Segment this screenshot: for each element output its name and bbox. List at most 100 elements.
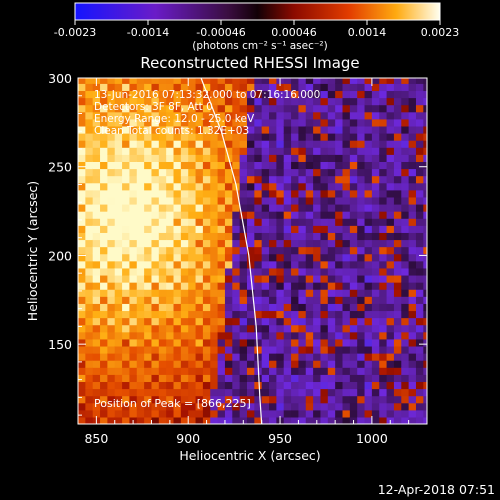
heatmap-cell xyxy=(364,402,373,411)
heatmap-cell xyxy=(195,296,204,304)
heatmap-cell xyxy=(92,147,101,155)
heatmap-cell xyxy=(136,78,145,84)
heatmap-cell xyxy=(136,147,145,155)
heatmap-cell xyxy=(379,416,388,424)
heatmap-cell xyxy=(291,395,300,404)
heatmap-cell xyxy=(349,395,358,404)
heatmap-cell xyxy=(320,367,329,375)
heatmap-cell xyxy=(122,225,131,233)
heatmap-cell xyxy=(173,402,182,411)
heatmap-cell xyxy=(100,140,108,148)
heatmap-cell xyxy=(254,303,263,312)
heatmap-cell xyxy=(92,395,101,404)
heatmap-cell xyxy=(107,189,116,198)
heatmap-cell xyxy=(349,246,358,255)
heatmap-cell xyxy=(232,83,241,92)
heatmap-cell xyxy=(122,274,131,283)
heatmap-cell xyxy=(349,317,358,326)
heatmap-cell xyxy=(239,381,248,390)
heatmap-cell xyxy=(320,331,329,340)
heatmap-cell xyxy=(305,147,314,155)
heatmap-cell xyxy=(408,324,417,333)
heatmap-cell xyxy=(371,353,380,361)
heatmap-cell xyxy=(371,395,380,404)
heatmap-cell xyxy=(283,196,292,205)
heatmap-cell xyxy=(166,168,175,177)
heatmap-cell xyxy=(100,409,108,418)
heatmap-cell xyxy=(217,289,226,297)
heatmap-cell xyxy=(349,182,358,191)
heatmap-cell xyxy=(357,78,366,84)
heatmap-cell xyxy=(327,367,336,375)
heatmap-cell xyxy=(92,360,101,368)
heatmap-cell xyxy=(357,175,366,184)
heatmap-cell xyxy=(276,125,285,134)
heatmap-cell xyxy=(129,218,138,226)
heatmap-cell xyxy=(173,317,182,326)
heatmap-cell xyxy=(129,246,138,255)
heatmap-cell xyxy=(224,296,233,304)
heatmap-cell xyxy=(188,317,197,326)
heatmap-cell xyxy=(144,90,153,99)
heatmap-cell xyxy=(224,317,233,326)
heatmap-cell xyxy=(357,395,366,404)
heatmap-cell xyxy=(78,78,86,84)
heatmap-cell xyxy=(335,367,344,375)
heatmap-cell xyxy=(291,317,300,326)
heatmap-cell xyxy=(313,189,322,198)
heatmap-cell xyxy=(173,353,182,361)
heatmap-cell xyxy=(129,78,138,84)
heatmap-cell xyxy=(327,317,336,326)
heatmap-cell xyxy=(107,317,116,326)
heatmap-cell xyxy=(283,83,292,92)
heatmap-cell xyxy=(107,353,116,361)
heatmap-cell xyxy=(173,345,182,354)
heatmap-cell xyxy=(305,331,314,340)
heatmap-cell xyxy=(85,409,94,418)
heatmap-cell xyxy=(313,274,322,283)
heatmap-cell xyxy=(364,175,373,184)
heatmap-cell xyxy=(261,182,270,191)
heatmap-cell xyxy=(364,211,373,219)
heatmap-cell xyxy=(298,225,307,233)
heatmap-cell xyxy=(393,374,402,383)
heatmap-cell xyxy=(415,111,424,120)
heatmap-cell xyxy=(379,90,388,99)
heatmap-cell xyxy=(342,310,351,319)
heatmap-cell xyxy=(371,324,380,333)
heatmap-cell xyxy=(202,338,211,347)
heatmap-cell xyxy=(136,90,145,99)
heatmap-cell xyxy=(423,331,427,340)
heatmap-cell xyxy=(269,203,277,212)
annotation-block: 13-Jun-2016 07:13:32.000 to 07:16:16.000… xyxy=(94,89,320,137)
heatmap-cell xyxy=(335,125,344,134)
heatmap-cell xyxy=(254,239,263,248)
heatmap-cell xyxy=(415,374,424,383)
heatmap-cell xyxy=(408,154,417,162)
heatmap-cell xyxy=(393,78,402,84)
heatmap-cell xyxy=(114,338,123,347)
heatmap-cell xyxy=(188,97,197,106)
heatmap-cell xyxy=(202,140,211,148)
heatmap-cell xyxy=(298,196,307,205)
heatmap-cell xyxy=(166,274,175,283)
heatmap-cell xyxy=(107,289,116,297)
heatmap-cell xyxy=(415,402,424,411)
heatmap-cell xyxy=(195,161,204,170)
heatmap-cell xyxy=(202,104,211,113)
heatmap-cell xyxy=(305,395,314,404)
heatmap-cell xyxy=(364,374,373,383)
heatmap-cell xyxy=(122,388,131,397)
heatmap-cell xyxy=(136,345,145,354)
heatmap-cell xyxy=(386,111,395,120)
heatmap-cell xyxy=(136,282,145,290)
heatmap-cell xyxy=(224,133,233,141)
heatmap-cell xyxy=(269,118,277,127)
heatmap-cell xyxy=(423,409,427,418)
heatmap-cell xyxy=(144,232,153,241)
heatmap-cell xyxy=(122,203,131,212)
heatmap-cell xyxy=(144,416,153,424)
heatmap-cell xyxy=(85,203,94,212)
heatmap-cell xyxy=(136,161,145,170)
heatmap-cell xyxy=(158,289,167,297)
